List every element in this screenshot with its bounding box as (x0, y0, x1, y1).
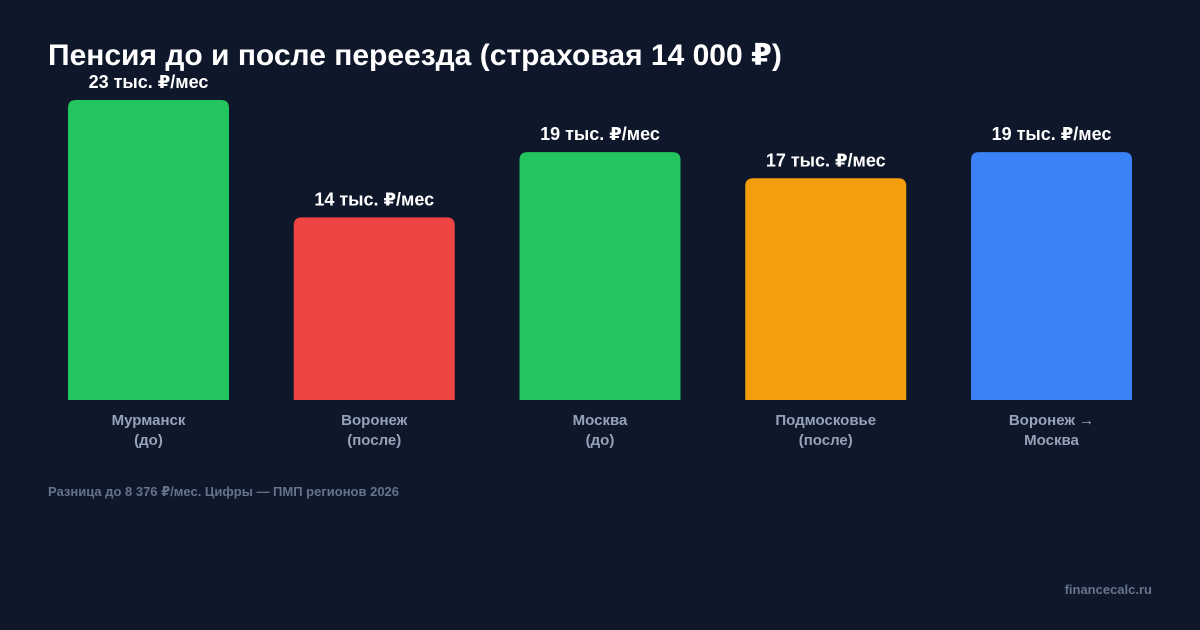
bar (68, 100, 229, 400)
bar-group: 19 тыс. ₽/мес Воронеж → Москва (971, 124, 1132, 449)
bar-value-label: 23 тыс. ₽/мес (89, 72, 209, 92)
bar-group: 23 тыс. ₽/мес Мурманск (до) (68, 72, 229, 449)
chart-title: Пенсия до и после переезда (страховая 14… (48, 39, 782, 72)
category-label: (до) (134, 432, 163, 449)
category-label: Воронеж (341, 412, 408, 429)
bar-value-label: 19 тыс. ₽/мес (540, 124, 660, 144)
category-label: (после) (347, 432, 401, 449)
category-label: (после) (799, 432, 853, 449)
bar (745, 178, 907, 400)
category-label: Подмосковье (775, 412, 876, 429)
bar (293, 217, 455, 400)
bar-value-label: 19 тыс. ₽/мес (992, 124, 1112, 144)
bar (971, 152, 1132, 400)
bar-group: 14 тыс. ₽/мес Воронеж (после) (293, 189, 455, 449)
bar-value-label: 17 тыс. ₽/мес (766, 150, 886, 170)
footnote: Разница до 8 376 ₽/мес. Цифры — ПМП реги… (48, 484, 400, 499)
bar-group: 19 тыс. ₽/мес Москва (до) (519, 124, 681, 449)
category-label: (до) (586, 432, 615, 449)
bar-value-label: 14 тыс. ₽/мес (314, 189, 434, 209)
bar-group: 17 тыс. ₽/мес Подмосковье (после) (745, 150, 907, 449)
category-label: Воронеж → (1009, 412, 1094, 429)
category-label: Москва (573, 412, 628, 429)
brand-watermark: financecalc.ru (1064, 582, 1152, 597)
bar (519, 152, 681, 400)
category-label: Москва (1024, 432, 1079, 449)
category-label: Мурманск (112, 412, 186, 429)
